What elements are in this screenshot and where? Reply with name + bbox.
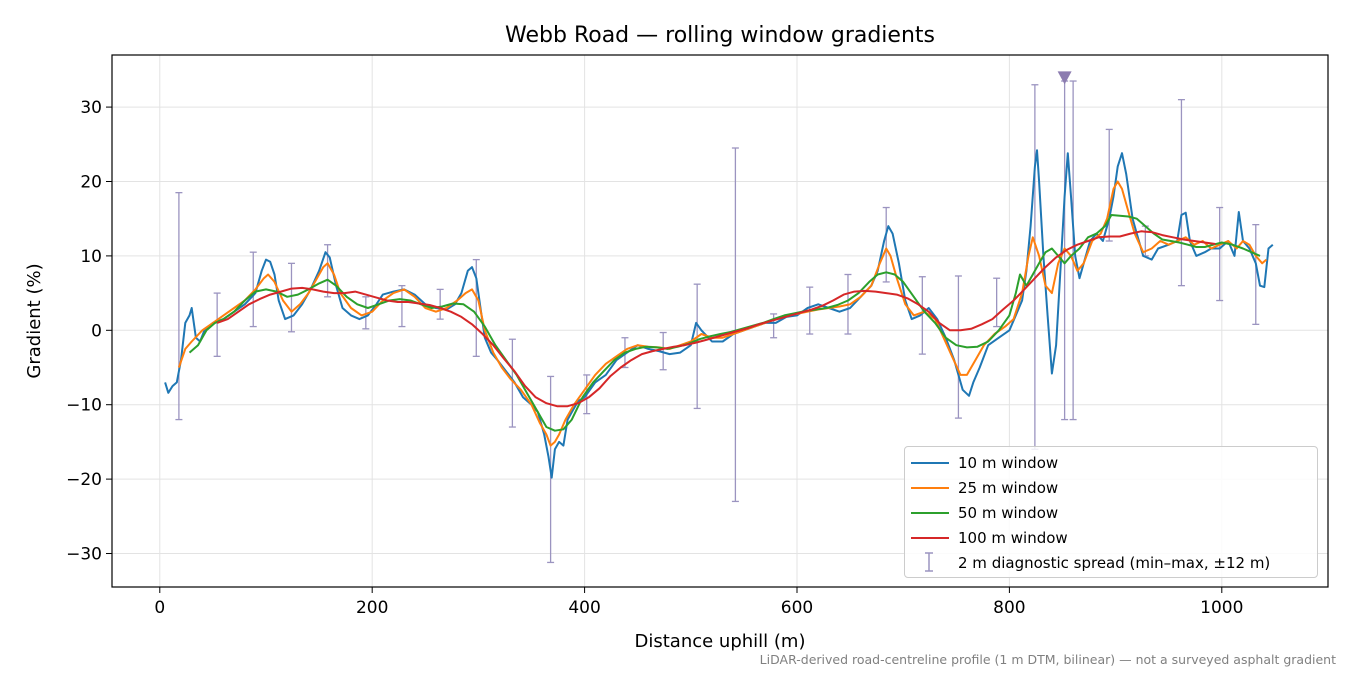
- spread-errorbar: [213, 292, 221, 357]
- spread-errorbar: [436, 288, 444, 320]
- plot-frame: [111, 54, 1329, 588]
- series-line-10m: [164, 149, 1274, 479]
- series-line-100m: [216, 230, 1216, 408]
- footnote: LiDAR-derived road-centreline profile (1…: [759, 652, 1336, 667]
- legend-swatch-10m: [911, 462, 949, 464]
- series-line-25m: [177, 180, 1268, 447]
- series-line-50m: [188, 214, 1261, 432]
- x-axis-label: Distance uphill (m): [635, 631, 806, 652]
- legend-swatch-100m: [911, 537, 949, 539]
- legend-swatch-50m: [911, 512, 949, 514]
- spread-errorbar: [508, 338, 516, 428]
- spread-errorbar: [993, 277, 1001, 328]
- spread-errorbar: [1105, 128, 1113, 242]
- legend-label-spread: 2 m diagnostic spread (min–max, ±12 m): [958, 554, 1271, 572]
- legend-swatch-25m: [911, 487, 949, 489]
- spread-errorbar: [1069, 80, 1077, 421]
- spread-errorbar: [918, 276, 926, 355]
- spread-errorbar: [659, 331, 667, 371]
- spread-errorbar: [398, 285, 406, 328]
- spread-errorbar: [693, 283, 701, 410]
- spread-errorbar: [882, 206, 890, 283]
- peak-marker-layer: [1057, 71, 1072, 85]
- x-tick-label: 600: [781, 598, 813, 618]
- grid: [112, 55, 1328, 587]
- legend: 10 m window 25 m window 50 m window 100 …: [904, 446, 1318, 578]
- legend-item-spread: 2 m diagnostic spread (min–max, ±12 m): [905, 551, 1317, 573]
- legend-item-25m: 25 m window: [905, 476, 1317, 498]
- spread-errorbar: [770, 313, 778, 339]
- legend-label-100m: 100 m window: [958, 529, 1068, 547]
- spread-errorbar: [954, 275, 962, 419]
- y-axis-label: Gradient (%): [24, 263, 45, 378]
- y-tick-label: 0: [91, 321, 102, 341]
- x-tick-label: 200: [356, 598, 388, 618]
- spread-errorbar: [1252, 223, 1260, 325]
- spread-errorbar: [362, 296, 370, 330]
- spread-errorbar: [175, 192, 183, 421]
- y-tick-label: 20: [80, 172, 102, 192]
- legend-label-25m: 25 m window: [958, 479, 1059, 497]
- spread-errorbar: [1216, 206, 1224, 302]
- y-tick-label: 30: [80, 98, 102, 118]
- legend-label-50m: 50 m window: [958, 504, 1059, 522]
- y-tick-label: −30: [66, 545, 102, 565]
- legend-item-10m: 10 m window: [905, 451, 1317, 473]
- x-tick-label: 0: [154, 598, 165, 618]
- spread-errorbar: [731, 147, 739, 503]
- spread-errorbar: [1177, 98, 1185, 287]
- chart-title: Webb Road — rolling window gradients: [505, 23, 935, 48]
- spread-errorbar: [287, 262, 295, 333]
- x-tick-label: 400: [568, 598, 600, 618]
- legend-item-100m: 100 m window: [905, 526, 1317, 548]
- y-tick-label: −20: [66, 470, 102, 490]
- series-lines: [164, 149, 1274, 479]
- axis-ticks: 0 200 400 600 800 1000 −30 −20 −10 0 10 20 30: [66, 98, 1243, 618]
- legend-item-50m: 50 m window: [905, 501, 1317, 523]
- x-tick-label: 1000: [1200, 598, 1243, 618]
- spread-errorbar: [249, 251, 257, 328]
- errorbar-icon: [925, 552, 933, 572]
- x-tick-label: 800: [993, 598, 1025, 618]
- y-tick-label: 10: [80, 247, 102, 267]
- y-tick-label: −10: [66, 396, 102, 416]
- legend-label-10m: 10 m window: [958, 454, 1059, 472]
- peak-marker: [1057, 71, 1072, 85]
